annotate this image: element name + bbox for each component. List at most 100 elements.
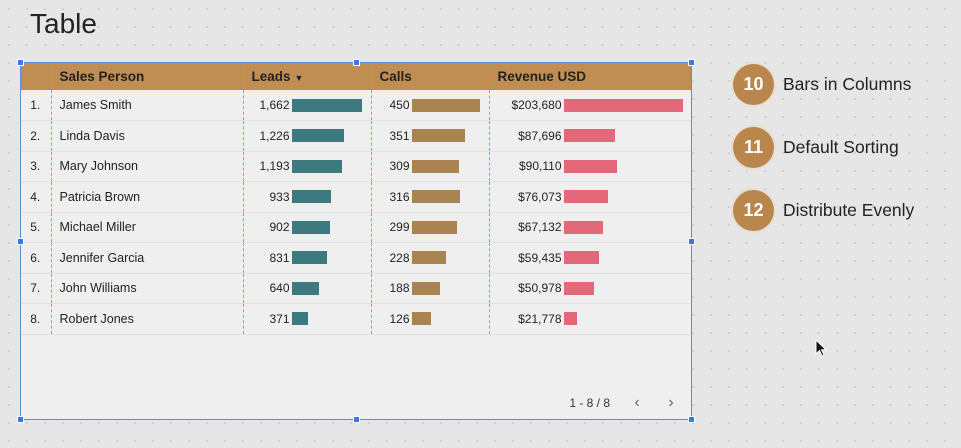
row-index: 6. bbox=[20, 242, 51, 274]
table-row[interactable]: 4. Patricia Brown 933 316 $76,073 bbox=[20, 181, 692, 213]
feature-number-badge: 12 bbox=[733, 189, 774, 231]
calls-value: 228 bbox=[389, 250, 410, 265]
feature-label: Default Sorting bbox=[783, 136, 899, 157]
revenue-bar bbox=[563, 281, 594, 295]
calls-value: 309 bbox=[389, 159, 410, 174]
column-header-label: Calls bbox=[379, 68, 412, 84]
page-title: Table bbox=[30, 8, 97, 39]
leads-cell: 1,226 bbox=[242, 120, 371, 152]
leads-value: 902 bbox=[269, 220, 290, 235]
calls-bar bbox=[411, 129, 465, 143]
row-index: 4. bbox=[20, 181, 51, 213]
sales-person-cell: Robert Jones bbox=[50, 303, 243, 335]
leads-bar bbox=[291, 312, 308, 326]
column-header-leads[interactable]: Leads ▼ bbox=[242, 62, 371, 90]
calls-value: 299 bbox=[389, 220, 410, 235]
calls-value: 316 bbox=[389, 189, 410, 204]
revenue-cell: $87,696 bbox=[488, 120, 692, 152]
table-row[interactable]: 6. Jennifer Garcia 831 228 $59,435 bbox=[20, 242, 692, 274]
feature-label: Distribute Evenly bbox=[783, 199, 915, 220]
feature-item: 12 Distribute Evenly bbox=[733, 189, 915, 231]
table-row[interactable]: 3. Mary Johnson 1,193 309 $90,110 bbox=[20, 151, 692, 182]
sales-person-cell: James Smith bbox=[50, 90, 243, 121]
column-header-label: Sales Person bbox=[59, 68, 145, 84]
table-row[interactable]: 8. Robert Jones 371 126 $21,778 bbox=[20, 303, 692, 335]
chevron-left-icon[interactable]: ‹ bbox=[634, 394, 640, 411]
table-row[interactable]: 1. James Smith 1,662 450 $203,680 bbox=[20, 90, 692, 121]
leads-bar bbox=[291, 281, 319, 295]
revenue-value: $203,680 bbox=[511, 98, 562, 112]
revenue-bar bbox=[563, 129, 615, 143]
sales-person-cell: Mary Johnson bbox=[50, 151, 243, 182]
table-row[interactable]: 5. Michael Miller 902 299 $67,132 bbox=[20, 212, 692, 243]
leads-cell: 1,193 bbox=[242, 151, 371, 182]
revenue-value: $87,696 bbox=[518, 128, 562, 143]
leads-value: 1,193 bbox=[259, 159, 290, 174]
calls-cell: 188 bbox=[370, 273, 489, 304]
calls-bar bbox=[411, 312, 431, 326]
data-table: Sales Person Leads ▼ Calls Revenue USD 1.… bbox=[20, 62, 692, 335]
revenue-bar bbox=[563, 312, 577, 326]
sales-person-cell: Michael Miller bbox=[50, 212, 243, 243]
calls-bar bbox=[411, 251, 446, 265]
revenue-cell: $67,132 bbox=[488, 212, 692, 243]
calls-cell: 228 bbox=[370, 242, 489, 274]
row-index: 3. bbox=[20, 151, 51, 182]
column-header-label: Revenue USD bbox=[497, 68, 587, 84]
calls-value: 351 bbox=[389, 128, 410, 143]
revenue-value: $67,132 bbox=[518, 220, 562, 235]
calls-cell: 450 bbox=[370, 90, 489, 121]
leads-bar bbox=[291, 98, 362, 112]
leads-cell: 933 bbox=[242, 181, 371, 213]
column-header-label: Leads bbox=[251, 68, 291, 84]
calls-bar bbox=[411, 190, 460, 204]
leads-value: 371 bbox=[269, 311, 290, 326]
feature-label: Bars in Columns bbox=[783, 73, 912, 94]
column-header-sales-person[interactable]: Sales Person bbox=[50, 62, 243, 90]
table-row[interactable]: 7. John Williams 640 188 $50,978 bbox=[20, 273, 692, 304]
feature-number-badge: 11 bbox=[733, 126, 774, 168]
leads-value: 640 bbox=[269, 281, 290, 296]
table-row[interactable]: 2. Linda Davis 1,226 351 $87,696 bbox=[20, 120, 692, 152]
revenue-value: $21,778 bbox=[518, 311, 562, 326]
feature-item: 11 Default Sorting bbox=[733, 126, 914, 168]
row-index: 2. bbox=[20, 120, 51, 152]
calls-cell: 309 bbox=[370, 151, 489, 182]
leads-bar bbox=[291, 220, 330, 234]
revenue-cell: $203,680 bbox=[488, 90, 692, 121]
feature-number-badge: 10 bbox=[733, 63, 774, 105]
revenue-cell: $90,110 bbox=[488, 151, 692, 182]
calls-bar bbox=[411, 159, 459, 173]
column-header-calls[interactable]: Calls bbox=[370, 62, 489, 90]
leads-value: 933 bbox=[269, 189, 290, 204]
revenue-bar bbox=[563, 159, 617, 173]
revenue-bar bbox=[563, 251, 599, 265]
revenue-bar bbox=[563, 98, 683, 112]
pagination-range: 1 - 8 / 8 bbox=[569, 396, 610, 410]
sales-person-cell: John Williams bbox=[50, 273, 243, 304]
sales-person-cell: Linda Davis bbox=[50, 120, 243, 152]
chevron-right-icon[interactable]: › bbox=[668, 394, 674, 411]
mouse-cursor-icon bbox=[815, 339, 828, 357]
pagination: 1 - 8 / 8 ‹ › bbox=[569, 394, 678, 412]
revenue-value: $76,073 bbox=[518, 189, 562, 204]
table-chart[interactable]: Sales Person Leads ▼ Calls Revenue USD 1.… bbox=[20, 62, 692, 420]
leads-value: 831 bbox=[269, 250, 290, 265]
table-body: 1. James Smith 1,662 450 $203,680 2. Linda Dav… bbox=[20, 90, 692, 335]
leads-cell: 902 bbox=[242, 212, 371, 243]
calls-value: 126 bbox=[389, 311, 410, 326]
sales-person-cell: Patricia Brown bbox=[50, 181, 243, 213]
row-index: 8. bbox=[20, 303, 51, 335]
leads-cell: 640 bbox=[242, 273, 371, 304]
revenue-cell: $50,978 bbox=[488, 273, 692, 304]
leads-cell: 831 bbox=[242, 242, 371, 274]
leads-value: 1,662 bbox=[259, 98, 290, 112]
revenue-cell: $76,073 bbox=[488, 181, 692, 213]
sort-descending-icon[interactable]: ▼ bbox=[294, 72, 304, 83]
column-header-revenue[interactable]: Revenue USD bbox=[488, 62, 692, 90]
row-index: 1. bbox=[20, 90, 51, 121]
calls-value: 450 bbox=[389, 98, 410, 112]
leads-cell: 1,662 bbox=[242, 90, 371, 121]
leads-bar bbox=[291, 159, 342, 173]
calls-bar bbox=[411, 220, 457, 234]
